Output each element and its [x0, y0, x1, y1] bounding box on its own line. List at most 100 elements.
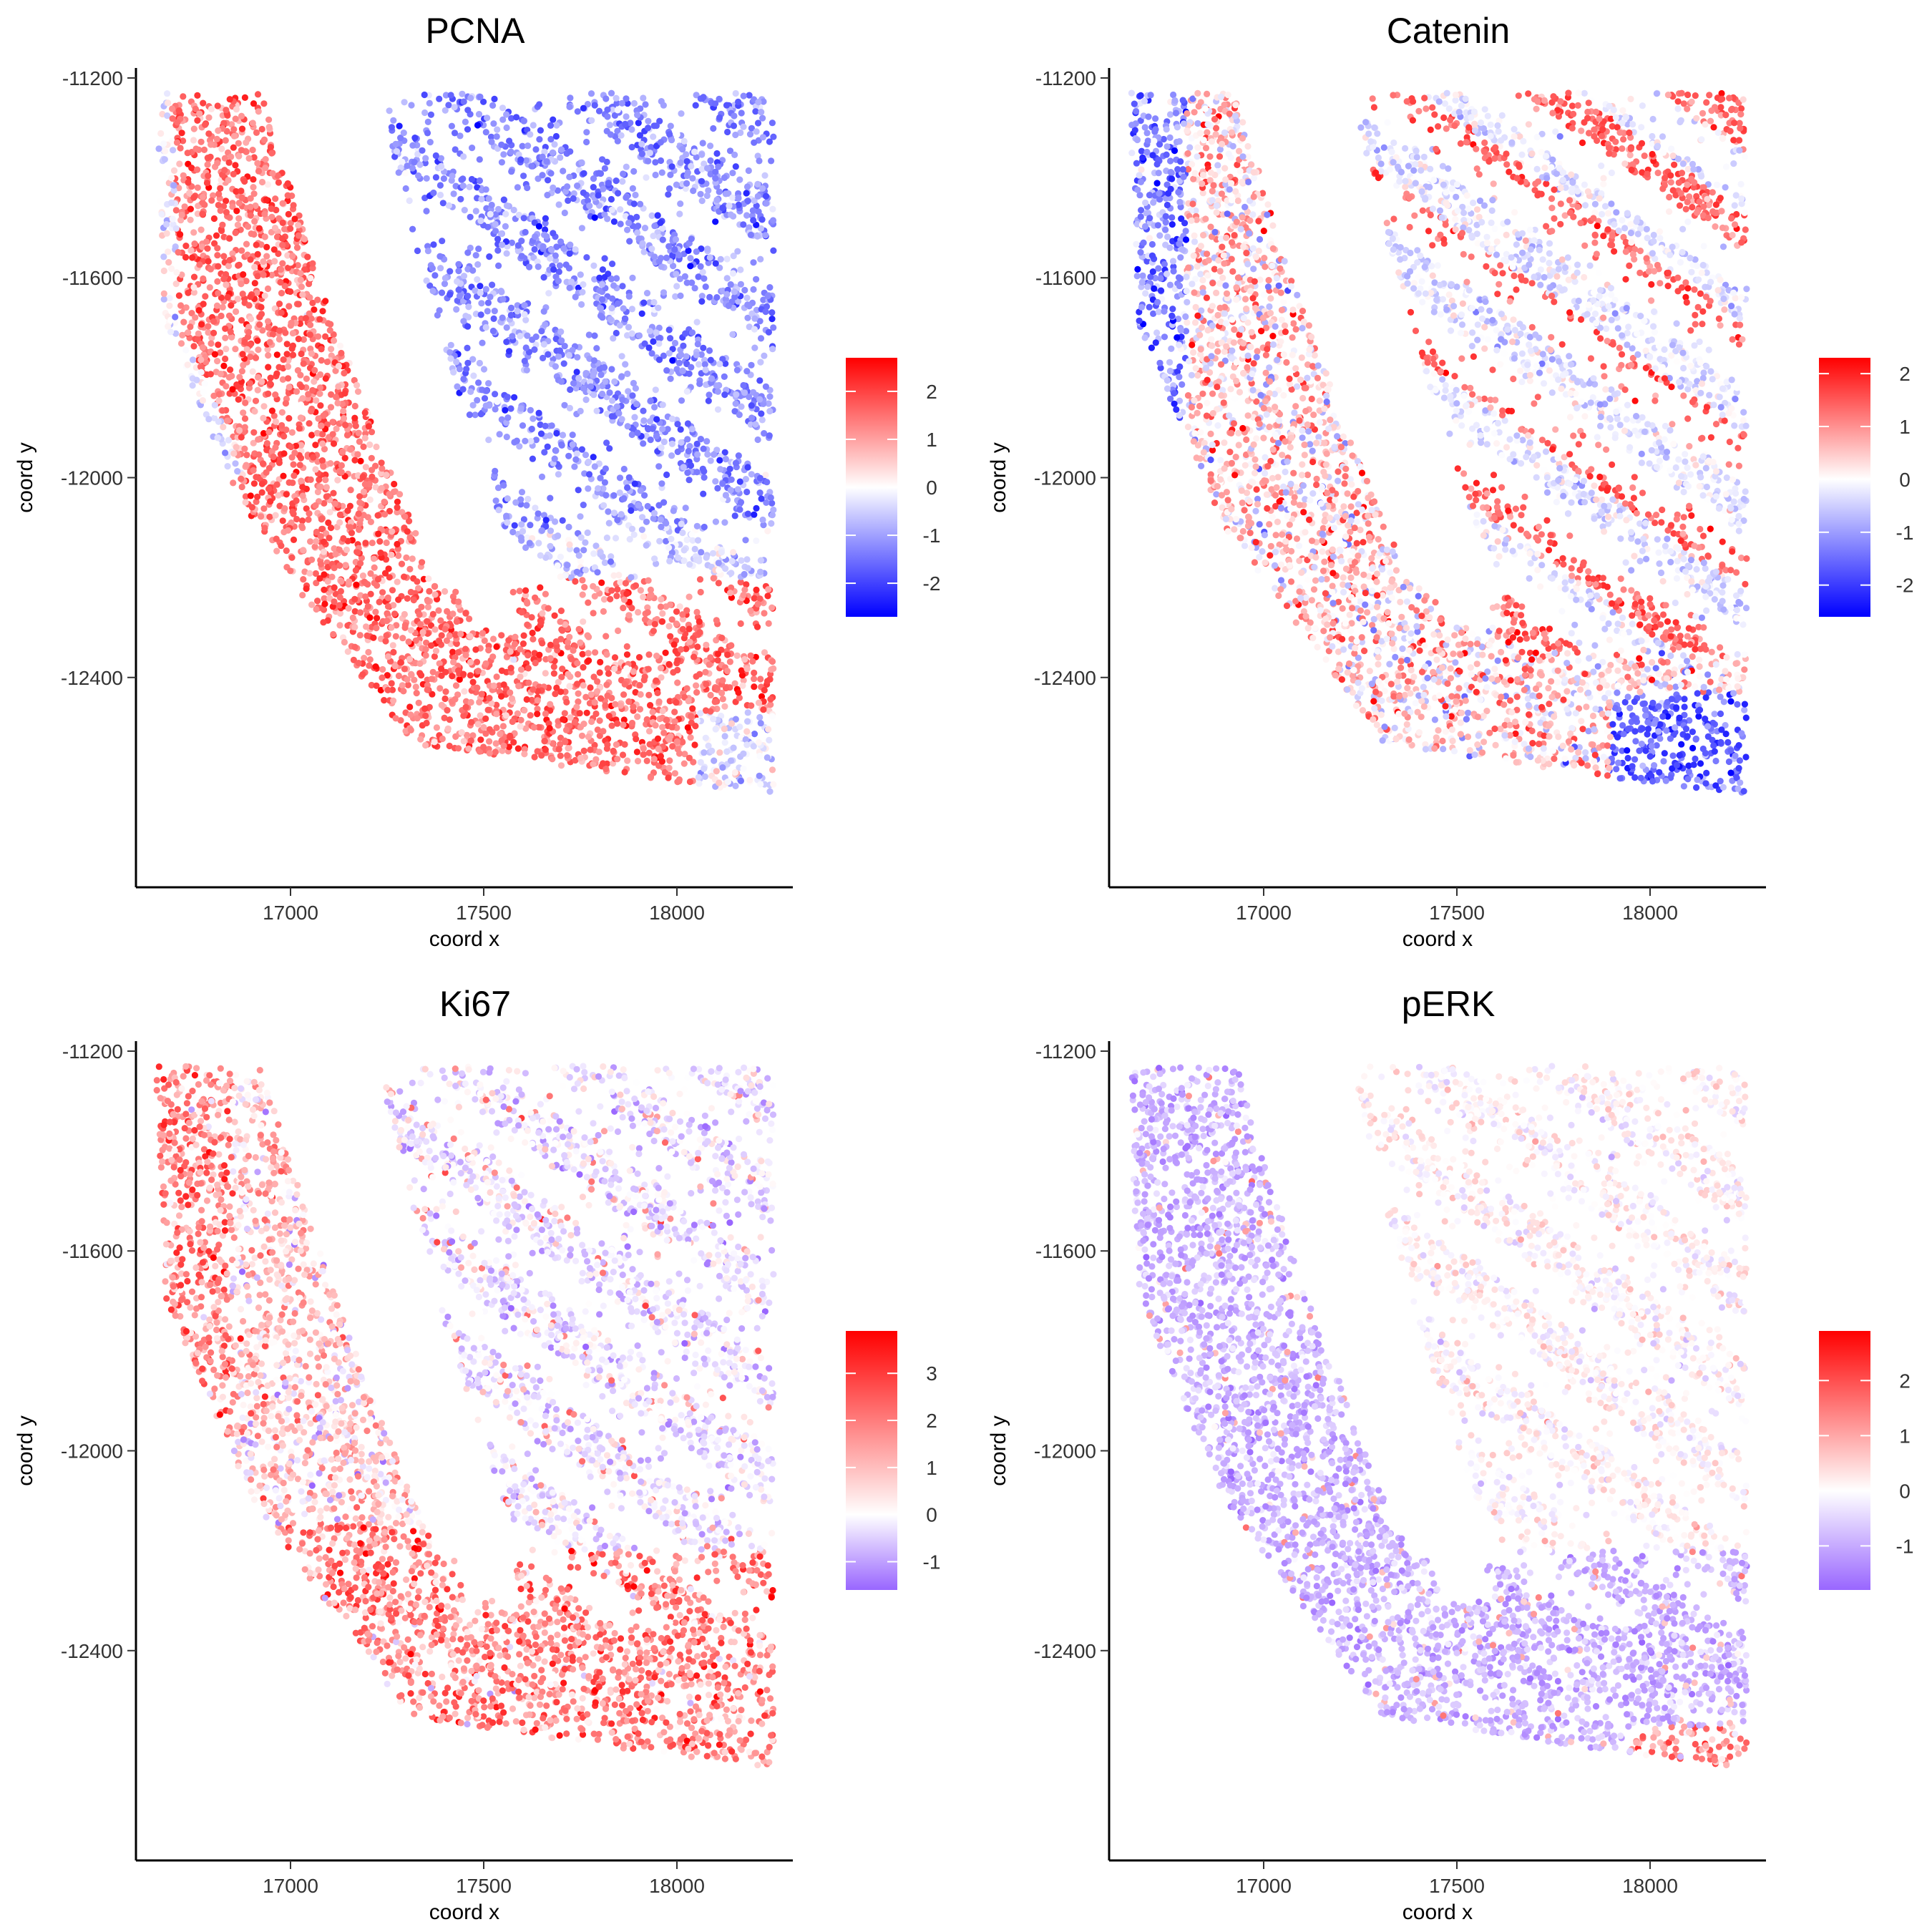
- data-point: [235, 296, 241, 302]
- data-point: [538, 752, 545, 758]
- data-point: [296, 425, 303, 431]
- data-point: [615, 628, 621, 634]
- data-point: [273, 536, 280, 542]
- data-point: [751, 345, 758, 351]
- data-point: [524, 333, 530, 339]
- data-point: [223, 137, 229, 144]
- data-point: [525, 142, 531, 149]
- data-point: [431, 583, 438, 590]
- data-point: [493, 497, 499, 504]
- data-point: [580, 190, 587, 196]
- data-point: [341, 415, 347, 421]
- data-point: [645, 651, 652, 658]
- data-point: [769, 206, 776, 213]
- data-point: [620, 691, 627, 698]
- data-point: [298, 283, 305, 290]
- data-point: [297, 372, 303, 379]
- data-point: [701, 446, 707, 452]
- data-point: [640, 440, 646, 447]
- data-point: [536, 652, 542, 658]
- data-point: [366, 441, 373, 448]
- data-point: [629, 526, 635, 532]
- data-point: [195, 185, 201, 191]
- data-point: [242, 415, 248, 421]
- data-point: [238, 434, 245, 440]
- data-point: [755, 601, 761, 608]
- data-point: [447, 268, 453, 275]
- data-point: [504, 250, 510, 257]
- data-point: [308, 602, 315, 608]
- data-point: [640, 533, 647, 540]
- data-point: [287, 288, 293, 295]
- data-point: [439, 702, 445, 708]
- data-point: [434, 724, 440, 731]
- data-point: [737, 266, 743, 273]
- data-point: [574, 182, 580, 189]
- data-point: [701, 524, 708, 530]
- data-point: [461, 688, 467, 695]
- data-point: [651, 555, 658, 562]
- data-point: [514, 438, 520, 444]
- data-point: [265, 352, 271, 358]
- data-point: [639, 311, 645, 317]
- data-point: [607, 596, 613, 602]
- data-point: [606, 445, 613, 452]
- data-point: [390, 642, 396, 648]
- data-point: [745, 197, 751, 204]
- data-point: [578, 535, 585, 541]
- data-point: [242, 424, 248, 431]
- data-point: [769, 766, 776, 773]
- data-point: [744, 301, 751, 308]
- data-point: [364, 581, 371, 587]
- data-point: [247, 353, 253, 360]
- data-point: [228, 334, 235, 341]
- data-point: [223, 346, 229, 352]
- data-point: [595, 485, 601, 492]
- data-point: [574, 369, 580, 375]
- data-point: [245, 329, 252, 336]
- data-point: [268, 375, 274, 381]
- data-point: [253, 242, 260, 248]
- data-point: [202, 122, 208, 128]
- data-point: [766, 620, 772, 627]
- data-point: [609, 207, 615, 213]
- data-point: [683, 504, 689, 511]
- data-point: [748, 703, 754, 709]
- data-point: [597, 669, 603, 675]
- data-point: [467, 659, 474, 665]
- data-point: [532, 660, 539, 666]
- data-point: [280, 356, 287, 363]
- data-point: [674, 667, 680, 673]
- data-point: [242, 399, 248, 406]
- data-point: [255, 251, 261, 258]
- data-point: [339, 449, 346, 455]
- data-point: [728, 211, 734, 218]
- data-point: [226, 160, 233, 166]
- data-point: [733, 401, 739, 407]
- data-point: [167, 295, 173, 301]
- data-point: [391, 481, 397, 487]
- data-point: [714, 485, 721, 492]
- data-point: [566, 542, 572, 548]
- data-point: [567, 386, 573, 393]
- data-point: [602, 492, 609, 499]
- data-point: [479, 340, 485, 346]
- data-point: [180, 172, 187, 179]
- data-point: [512, 522, 518, 529]
- data-point: [622, 316, 628, 322]
- data-point: [202, 381, 208, 387]
- data-point: [401, 574, 407, 580]
- data-point: [617, 322, 623, 328]
- data-point: [506, 137, 512, 144]
- data-point: [250, 176, 256, 182]
- data-point: [391, 610, 398, 617]
- data-point: [242, 94, 248, 101]
- data-point: [504, 394, 511, 400]
- data-point: [759, 517, 766, 523]
- data-point: [525, 496, 531, 502]
- data-point: [671, 246, 678, 253]
- data-point: [590, 454, 597, 460]
- data-point: [574, 451, 580, 457]
- data-point: [680, 343, 686, 349]
- data-point: [362, 593, 369, 600]
